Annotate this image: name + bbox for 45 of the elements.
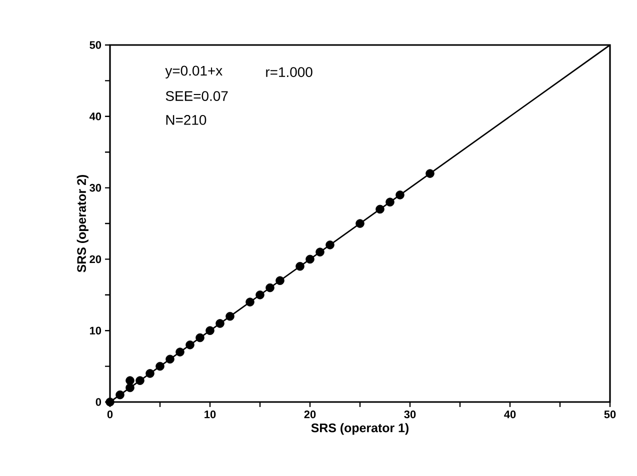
point xyxy=(326,240,334,250)
y-tick-label: 10 xyxy=(90,326,102,334)
point xyxy=(256,290,264,300)
point xyxy=(246,298,254,306)
point xyxy=(216,319,224,328)
point xyxy=(166,354,174,364)
point xyxy=(316,248,324,256)
point xyxy=(156,362,164,371)
x-axis-title: SRS (operator 1) xyxy=(311,423,408,435)
y-tick-label: 30 xyxy=(90,184,102,192)
x-tick-label: 30 xyxy=(404,410,416,418)
point xyxy=(206,326,214,335)
point xyxy=(266,283,274,292)
point xyxy=(186,340,194,350)
point xyxy=(226,312,234,321)
point xyxy=(386,198,394,206)
annotation: y=0.01+x xyxy=(165,66,222,78)
annotation: SEE=0.07 xyxy=(166,91,228,101)
y-tick-label: 50 xyxy=(90,41,102,49)
annotation: N=210 xyxy=(166,115,206,125)
y-tick-label: 40 xyxy=(89,112,102,120)
y-axis-title: SRS (operator 2) xyxy=(76,175,88,272)
point xyxy=(376,204,384,214)
point xyxy=(356,219,364,228)
x-tick-label: 0 xyxy=(107,410,113,418)
point xyxy=(126,376,134,385)
x-tick-label: 50 xyxy=(604,410,616,418)
annotation: r=1.000 xyxy=(266,67,312,78)
x-tick-label: 20 xyxy=(304,410,316,418)
y-tick-label: 0 xyxy=(96,398,102,406)
point xyxy=(396,190,404,200)
point xyxy=(106,398,114,406)
point xyxy=(146,369,154,378)
point xyxy=(296,262,304,271)
point xyxy=(426,169,434,178)
point xyxy=(176,348,184,356)
point xyxy=(276,276,284,286)
y-tick-label: 20 xyxy=(90,255,102,264)
point xyxy=(136,376,144,385)
point xyxy=(116,390,124,400)
point xyxy=(126,383,134,392)
point xyxy=(306,254,314,264)
point xyxy=(196,333,204,342)
x-tick-label: 40 xyxy=(504,410,516,418)
x-tick-label: 10 xyxy=(204,410,216,418)
